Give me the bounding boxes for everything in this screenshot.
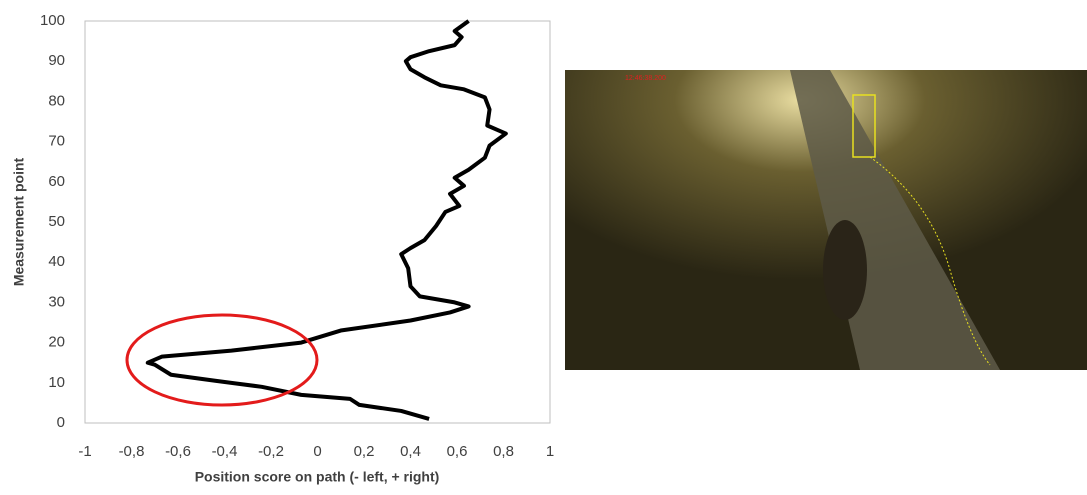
- x-tick-label: -0,8: [119, 443, 145, 460]
- x-tick-label: -0,6: [165, 443, 191, 460]
- y-tick-label: 10: [48, 374, 65, 391]
- y-axis-title: Measurement point: [11, 157, 27, 286]
- photo: 12:46:38.200: [565, 70, 1087, 370]
- y-tick-label: 20: [48, 334, 65, 351]
- x-tick-label: 0,4: [400, 443, 421, 460]
- x-tick-label: 0,6: [447, 443, 468, 460]
- x-axis-title: Position score on path (- left, + right): [195, 469, 440, 485]
- y-tick-label: 60: [48, 173, 65, 190]
- x-tick-label: 1: [546, 443, 554, 460]
- y-tick-label: 90: [48, 52, 65, 69]
- data-line: [145, 19, 508, 421]
- y-tick-label: 40: [48, 253, 65, 270]
- x-tick-label: 0,2: [354, 443, 375, 460]
- trajectory: [869, 156, 991, 366]
- y-tick-label: 30: [48, 293, 65, 310]
- y-tick-label: 80: [48, 92, 65, 109]
- x-tick-label: -1: [78, 443, 91, 460]
- photo-timestamp: 12:46:38.200: [625, 75, 666, 82]
- highlight-ellipse: [125, 313, 319, 407]
- x-tick-label: -0,4: [212, 443, 238, 460]
- y-tick-label: 50: [48, 213, 65, 230]
- y-tick-label: 100: [40, 12, 65, 29]
- x-tick-label: 0: [313, 443, 321, 460]
- cyclist: [823, 220, 867, 320]
- y-tick-label: 70: [48, 133, 65, 150]
- y-tick-label: 0: [57, 414, 65, 431]
- tracking-box: [852, 94, 876, 158]
- x-tick-label: 0,8: [493, 443, 514, 460]
- x-tick-label: -0,2: [258, 443, 284, 460]
